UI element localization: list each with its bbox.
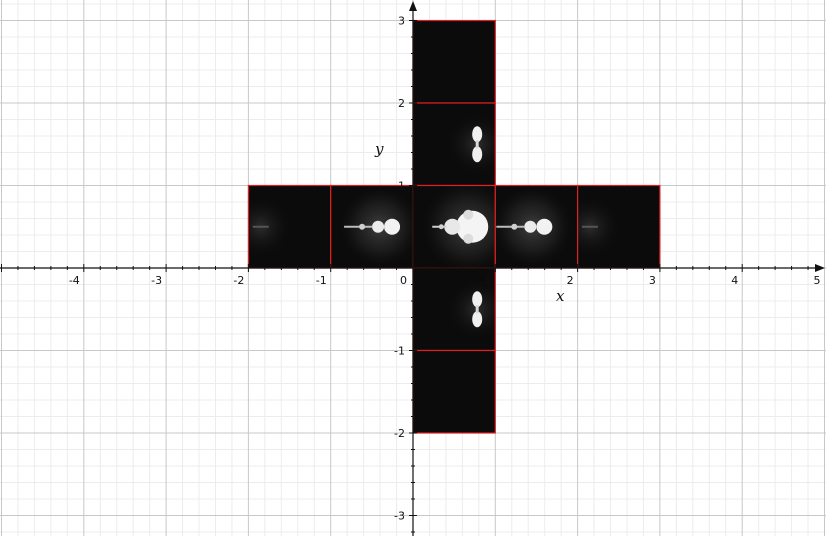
y-axis-title: y [374, 140, 384, 158]
halo-glow [248, 196, 291, 257]
fractal-bulb [444, 218, 461, 235]
tile-background [413, 350, 496, 433]
tile-content [447, 279, 496, 340]
y-tick-label: -2 [394, 427, 405, 440]
tile-content [422, 185, 496, 268]
y-tick-label: -1 [394, 345, 405, 358]
fractal-minibrot [359, 223, 366, 230]
halo-glow [447, 114, 496, 175]
fractal-minibrot [438, 224, 444, 230]
tile [330, 184, 414, 269]
fractal-minibrot [511, 223, 518, 230]
tile-content [495, 186, 573, 267]
tile [494, 184, 579, 269]
x-tick-label: 4 [731, 274, 738, 287]
fractal-lobe [384, 218, 401, 235]
tile-content [340, 186, 414, 267]
x-tick-label: 2 [567, 274, 574, 287]
tile [412, 19, 496, 104]
tile [412, 102, 496, 187]
x-tick-label: -4 [69, 274, 80, 287]
y-tick-label: 3 [398, 15, 405, 28]
fractal-bulb [463, 233, 474, 244]
x-tick-label: 0 [400, 274, 407, 287]
fractal-cardioid [456, 210, 489, 243]
fractal-lobe [472, 311, 483, 328]
y-tick-label: 2 [398, 97, 405, 110]
x-axis-title: x [556, 287, 565, 305]
x-tick-label: 1 [484, 274, 491, 287]
tile [412, 349, 496, 434]
fractal-lobe [472, 146, 483, 163]
x-tick-label: -3 [151, 274, 162, 287]
halo-glow [577, 196, 620, 257]
y-axis-arrow [409, 1, 417, 11]
y-tick-label: 1 [398, 180, 405, 193]
fractal-lobe [372, 220, 385, 233]
x-tick-label: 5 [814, 274, 821, 287]
tile [412, 267, 496, 352]
tile-content [577, 196, 620, 257]
fractal-lobe [472, 126, 483, 143]
fractal-lobe [472, 291, 483, 308]
tile-content [447, 114, 496, 175]
y-tick-label: -3 [394, 510, 405, 523]
tile-background [413, 20, 496, 103]
tile [576, 184, 661, 269]
tile-content [248, 196, 291, 257]
x-tick-label: -1 [316, 274, 327, 287]
x-axis-arrow [815, 264, 825, 272]
tile [412, 184, 496, 269]
fractal-lobe [536, 218, 553, 235]
x-tick-label: 3 [649, 274, 656, 287]
fractal-tiles [247, 19, 661, 434]
x-tick-label: -2 [233, 274, 244, 287]
fractal-bulb [463, 209, 474, 220]
halo-glow [447, 279, 496, 340]
fractal-lobe [524, 220, 537, 233]
tile [247, 184, 332, 269]
